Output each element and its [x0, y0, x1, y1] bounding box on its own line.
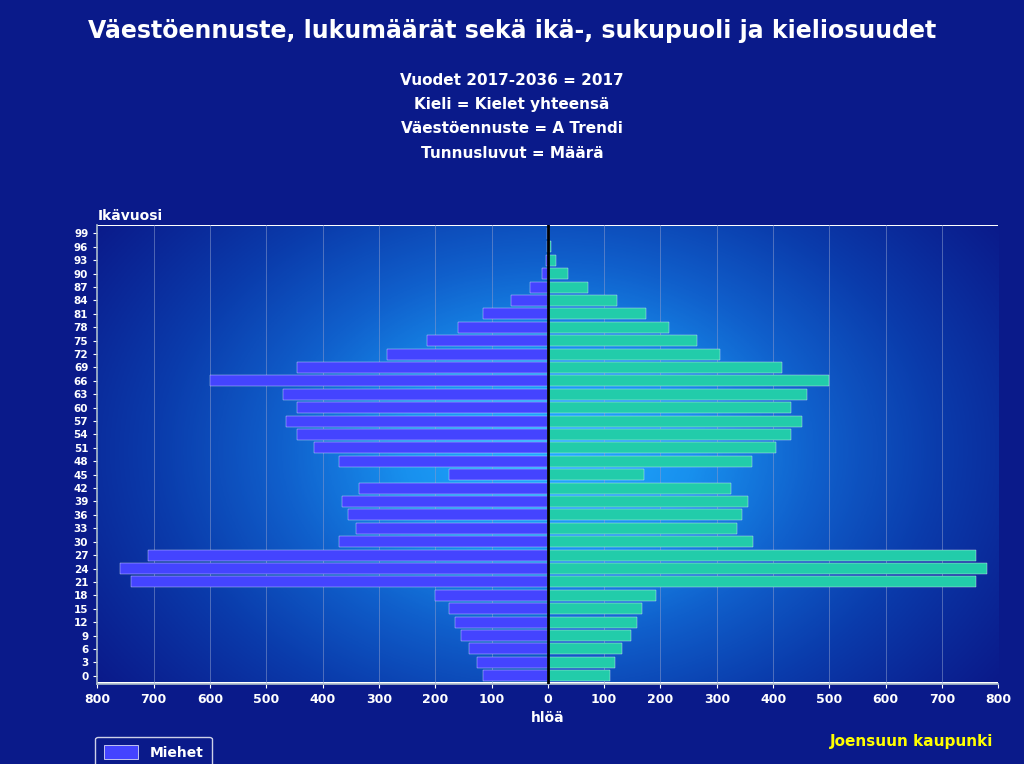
Bar [387, 348, 548, 360]
Bar [548, 469, 644, 481]
Bar [548, 282, 589, 293]
Bar [548, 295, 616, 306]
Bar [548, 254, 556, 266]
Bar [548, 670, 610, 681]
Bar [435, 590, 548, 601]
Bar [359, 483, 548, 494]
Bar [548, 536, 754, 547]
Bar [543, 268, 548, 279]
Bar [340, 456, 548, 467]
Bar [548, 510, 742, 520]
Bar [340, 536, 548, 547]
Bar [548, 483, 731, 494]
Bar [348, 510, 548, 520]
Bar [210, 375, 548, 387]
Bar [548, 630, 631, 641]
Bar [297, 402, 548, 413]
Bar [477, 657, 548, 668]
Bar [483, 309, 548, 319]
Bar [297, 429, 548, 440]
Bar [548, 604, 642, 614]
Bar [548, 348, 720, 360]
Bar [548, 657, 615, 668]
Bar [297, 362, 548, 373]
Bar [427, 335, 548, 346]
Bar [548, 241, 551, 252]
Text: Tunnusluvut = Määrä: Tunnusluvut = Määrä [421, 146, 603, 161]
Bar [511, 295, 548, 306]
Bar [548, 389, 807, 400]
Bar [342, 496, 548, 507]
Bar [548, 268, 568, 279]
Bar [548, 496, 749, 507]
Bar [548, 402, 792, 413]
Text: Ikävuosi: Ikävuosi [97, 209, 163, 222]
Bar [548, 429, 792, 440]
Bar [548, 456, 752, 467]
Bar [483, 670, 548, 681]
Bar [286, 416, 548, 426]
Bar [548, 309, 646, 319]
Bar [314, 442, 548, 453]
Bar [529, 282, 548, 293]
Bar [283, 389, 548, 400]
Bar [548, 442, 776, 453]
Legend: Miehet, Naiset: Miehet, Naiset [95, 736, 212, 764]
Bar [469, 643, 548, 655]
Bar [548, 617, 637, 627]
Bar [548, 563, 987, 574]
Bar [548, 228, 549, 239]
Text: Kieli = Kielet yhteensä: Kieli = Kielet yhteensä [415, 97, 609, 112]
Bar [131, 576, 548, 588]
Bar [455, 617, 548, 627]
Bar [548, 590, 656, 601]
Text: Vuodet 2017-2036 = 2017: Vuodet 2017-2036 = 2017 [400, 73, 624, 88]
Bar [148, 549, 548, 561]
Bar [546, 254, 548, 266]
Text: Joensuun kaupunki: Joensuun kaupunki [829, 733, 993, 749]
Text: Väestöennuste, lukumäärät sekä ikä-, sukupuoli ja kieliosuudet: Väestöennuste, lukumäärät sekä ikä-, suk… [88, 19, 936, 43]
Text: Väestöennuste = A Trendi: Väestöennuste = A Trendi [401, 121, 623, 137]
Bar [450, 604, 548, 614]
Bar [548, 576, 976, 588]
Bar [450, 469, 548, 481]
Bar [548, 416, 803, 426]
Bar [548, 643, 623, 655]
Bar [548, 362, 781, 373]
Bar [461, 630, 548, 641]
Bar [458, 322, 548, 333]
Bar [548, 322, 669, 333]
Bar [548, 549, 976, 561]
Bar [548, 375, 829, 387]
Bar [548, 335, 697, 346]
Bar [120, 563, 548, 574]
Bar [547, 241, 548, 252]
X-axis label: hlöä: hlöä [531, 711, 564, 725]
Bar [356, 523, 548, 534]
Bar [548, 523, 736, 534]
